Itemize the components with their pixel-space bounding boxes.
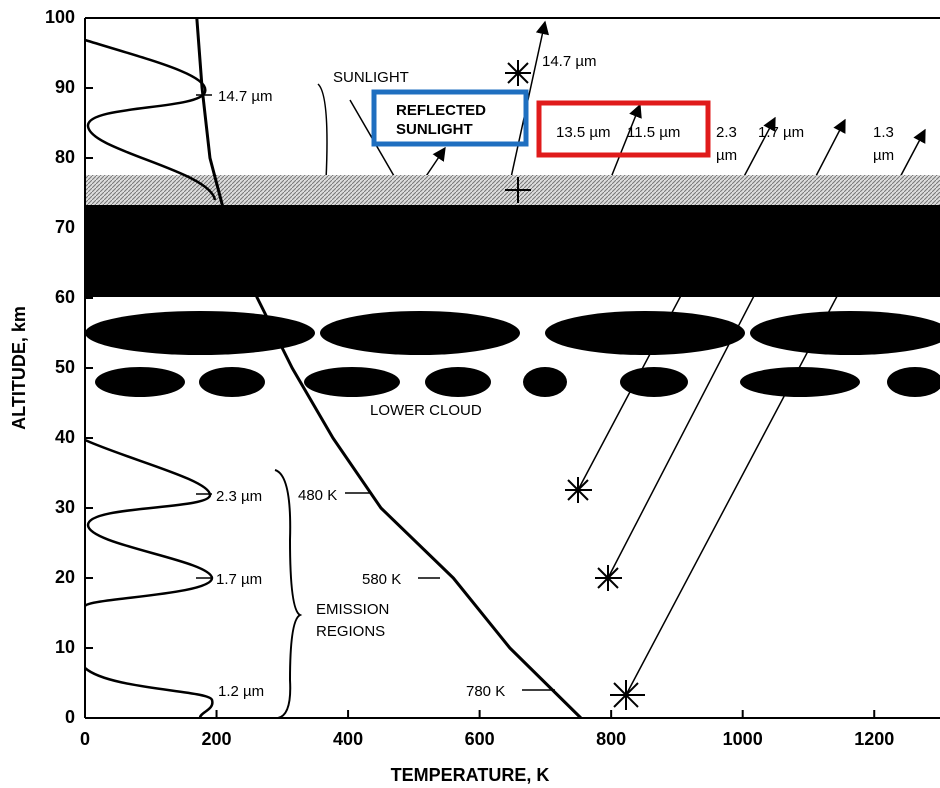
annotation: 14.7 µm [218, 88, 273, 105]
temperature-profile [195, 17, 582, 720]
annotation: REFLECTED [396, 102, 486, 119]
y-tick-label: 90 [55, 77, 75, 97]
y-axis-title: ALTITUDE, km [9, 306, 29, 430]
blue-highlight [371, 89, 529, 147]
y-tick-label: 80 [55, 147, 75, 167]
x-tick-label: 400 [333, 729, 363, 749]
y-tick-label: 20 [55, 567, 75, 587]
annotation: 14.7 µm [542, 53, 597, 70]
annotation: SUNLIGHT [396, 121, 473, 138]
emission-stars [505, 60, 645, 710]
red-highlight [536, 100, 711, 158]
annotation: EMISSION [316, 601, 389, 618]
y-tick-label: 40 [55, 427, 75, 447]
x-tick-label: 800 [596, 729, 626, 749]
x-axis-title: TEMPERATURE, K [391, 765, 550, 785]
annotation: REGIONS [316, 623, 385, 640]
annotation: 1.3 [873, 124, 894, 141]
cloud-layers [85, 175, 940, 397]
annotation: LOWER CLOUD [370, 402, 482, 419]
annotation: 1.2 µm [218, 683, 264, 700]
y-tick-label: 10 [55, 637, 75, 657]
x-tick-label: 1000 [723, 729, 763, 749]
annotation: 480 K [298, 487, 337, 504]
annotation: 1.7 µm [758, 124, 804, 141]
annotation: 2.3 µm [216, 488, 262, 505]
y-tick-label: 0 [65, 707, 75, 727]
x-tick-label: 1200 [854, 729, 894, 749]
annotation: 2.3 [716, 124, 737, 141]
y-tick-label: 60 [55, 287, 75, 307]
weighting-curves [83, 38, 303, 719]
annotation: 1.7 µm [216, 571, 262, 588]
annotation: 580 K [362, 571, 401, 588]
x-tick-label: 600 [465, 729, 495, 749]
y-tick-label: 30 [55, 497, 75, 517]
annotation: µm [873, 147, 894, 164]
y-tick-label: 100 [45, 7, 75, 27]
y-tick-label: 70 [55, 217, 75, 237]
x-tick-label: 0 [80, 729, 90, 749]
y-tick-label: 50 [55, 357, 75, 377]
annotation: µm [716, 147, 737, 164]
x-tick-label: 200 [202, 729, 232, 749]
annotations: 14.7 µm SUNLIGHT REFLECTED SUNLIGHT 14.7… [216, 53, 894, 700]
annotation: 13.5 µm [556, 124, 611, 141]
annotation: 11.5 µm [627, 124, 680, 141]
label-leaders [196, 94, 555, 691]
annotation: SUNLIGHT [333, 69, 409, 86]
annotation: 780 K [466, 683, 505, 700]
